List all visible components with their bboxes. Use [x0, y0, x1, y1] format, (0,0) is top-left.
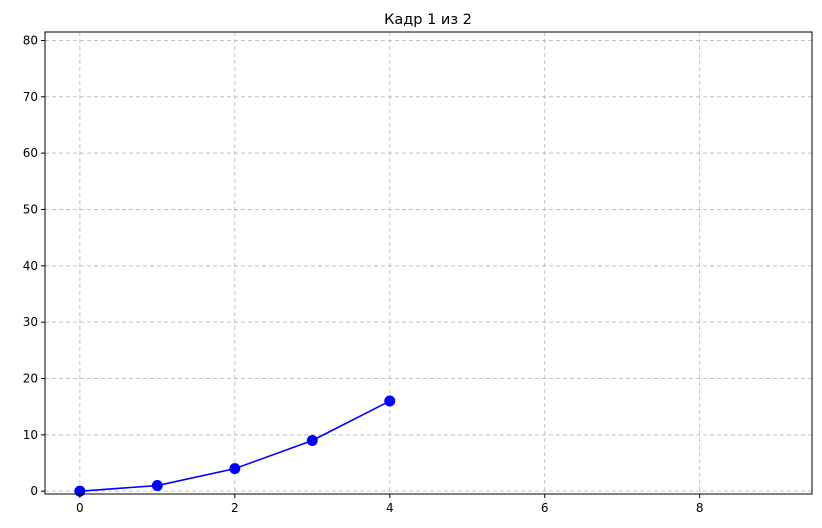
y-tick-label: 10 — [23, 428, 38, 442]
x-tick-label: 4 — [386, 501, 394, 515]
x-tick-label: 6 — [541, 501, 549, 515]
plot-frame — [44, 31, 813, 495]
y-tick-label: 60 — [23, 146, 38, 160]
chart-title: Кадр 1 из 2 — [384, 12, 472, 28]
y-tick-label: 30 — [23, 315, 38, 329]
x-tick-label: 2 — [231, 501, 239, 515]
x-tick-label: 0 — [76, 501, 84, 515]
y-tick-label: 20 — [23, 372, 38, 386]
y-tick-label: 50 — [23, 202, 38, 216]
x-axis: 0 2 4 6 8 — [76, 494, 703, 515]
data-point — [384, 395, 396, 407]
y-tick-label: 0 — [30, 484, 38, 498]
data-point — [229, 463, 241, 475]
grid — [45, 32, 812, 494]
y-tick-label: 70 — [23, 90, 38, 104]
data-point — [151, 480, 163, 492]
data-point — [306, 434, 318, 446]
y-tick-label: 40 — [23, 259, 38, 273]
y-axis: 0 10 20 30 40 50 60 70 80 — [23, 33, 45, 498]
y-tick-label: 80 — [23, 33, 38, 47]
x-tick-label: 8 — [696, 501, 704, 515]
